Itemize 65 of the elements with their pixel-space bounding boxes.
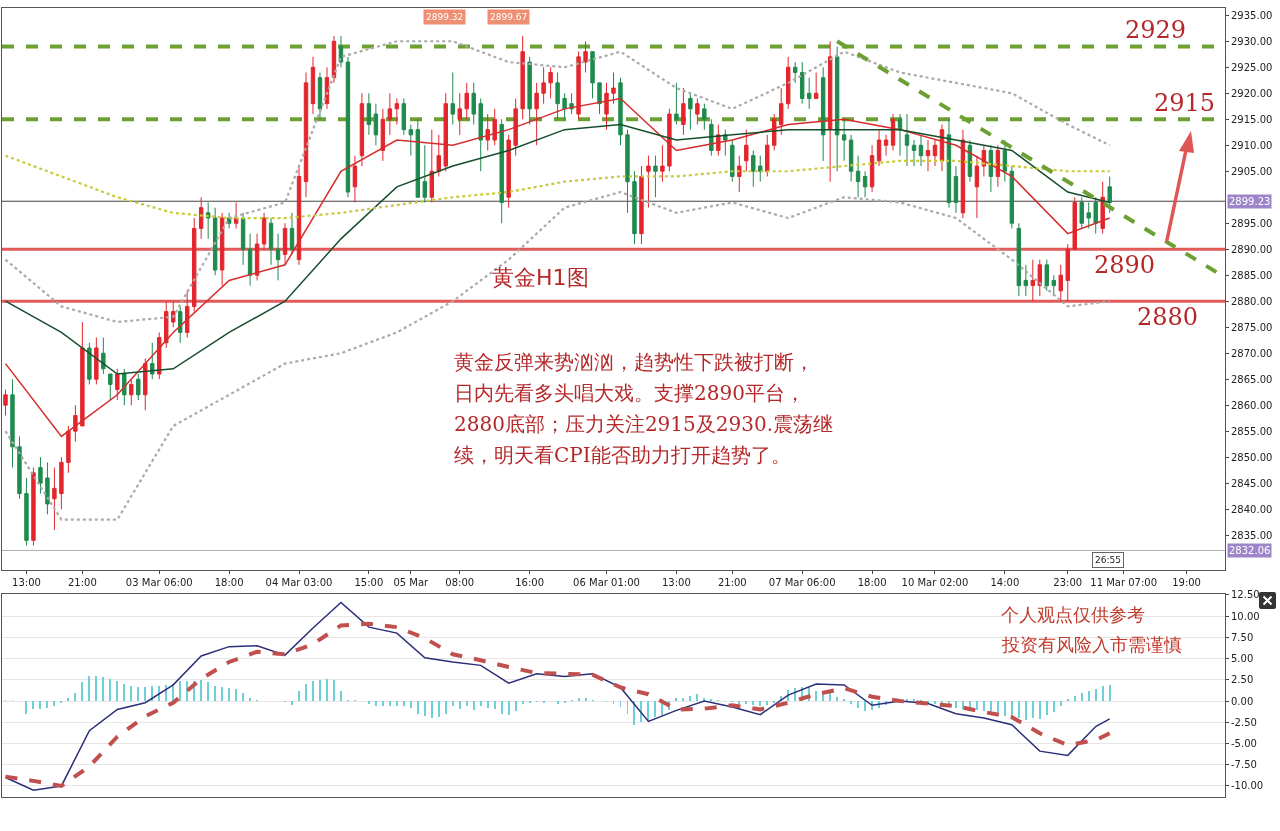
y-tick-label: 2885.00 <box>1231 269 1273 281</box>
y-tick-label: 2915.00 <box>1231 113 1273 125</box>
ref-line-label: 2832.06 <box>1229 545 1271 556</box>
y-tick-label: 0.00 <box>1231 695 1254 707</box>
y-tick-label: 2910.00 <box>1231 139 1273 151</box>
annotation: 2880底部；压力关注2915及2930.震荡继 <box>454 412 834 436</box>
y-tick-label: 2935.00 <box>1231 9 1273 21</box>
y-tick-label: 2930.00 <box>1231 35 1273 47</box>
ref-line-label: 2899.23 <box>1229 196 1271 207</box>
x-tick-label: 13:00 <box>12 577 41 588</box>
y-tick-label: -5.00 <box>1231 737 1257 749</box>
y-tick-label: 2865.00 <box>1231 373 1273 385</box>
y-tick-label: -2.50 <box>1231 716 1257 728</box>
y-tick-label: 2905.00 <box>1231 165 1273 177</box>
y-tick-label: 2890.00 <box>1231 243 1273 255</box>
y-tick-label: 2925.00 <box>1231 61 1273 73</box>
annotation: 2915 <box>1154 89 1216 117</box>
x-tick-label: 18:00 <box>857 577 887 588</box>
annotation: 26:55 <box>1095 555 1121 565</box>
y-tick-label: 2840.00 <box>1231 503 1273 515</box>
x-tick-label: 21:00 <box>717 577 747 588</box>
annotation: 个人观点仅供参考 <box>1001 604 1145 625</box>
y-tick-label: -10.00 <box>1231 780 1264 792</box>
x-tick-label: 04 Mar 03:00 <box>265 577 333 588</box>
x-tick-label: 06 Mar 01:00 <box>573 577 640 588</box>
y-tick-label: 2860.00 <box>1231 399 1273 411</box>
x-tick-label: 05 Mar <box>393 577 430 588</box>
annotation: 投资有风险入市需谨慎 <box>1001 634 1182 655</box>
annotation: 2899.32 <box>426 12 464 22</box>
annotation: 日内先看多头唱大戏。支撑2890平台， <box>454 381 805 405</box>
y-tick-label: 2875.00 <box>1231 321 1273 333</box>
x-tick-label: 03 Mar 06:00 <box>125 577 193 588</box>
y-tick-label: 10.00 <box>1231 610 1260 622</box>
y-tick-label: 2920.00 <box>1231 87 1273 99</box>
x-tick-label: 14:00 <box>990 577 1020 588</box>
y-tick-label: 2835.00 <box>1231 529 1273 541</box>
y-tick-label: 2855.00 <box>1231 425 1273 437</box>
y-tick-label: -7.50 <box>1231 759 1257 771</box>
annotation: 2899.67 <box>490 12 528 22</box>
annotation: 2929 <box>1125 16 1187 44</box>
x-tick-label: 19:00 <box>1172 577 1201 588</box>
x-tick-label: 11 Mar 07:00 <box>1090 577 1158 588</box>
y-tick-label: 5.00 <box>1231 653 1254 665</box>
y-tick-label: 12.50 <box>1231 589 1260 601</box>
annotation: 2880 <box>1137 303 1199 331</box>
y-tick-label: 2880.00 <box>1231 295 1273 307</box>
x-tick-label: 15:00 <box>354 577 384 588</box>
x-tick-label: 07 Mar 06:00 <box>768 577 836 588</box>
x-tick-label: 08:00 <box>445 577 475 588</box>
y-tick-label: 2870.00 <box>1231 347 1273 359</box>
x-tick-label: 23:00 <box>1053 577 1083 588</box>
y-tick-label: 2845.00 <box>1231 477 1273 489</box>
x-tick-label: 16:00 <box>515 577 545 588</box>
x-tick-label: 13:00 <box>661 577 691 588</box>
annotation: 黄金H1图 <box>492 265 589 290</box>
annotation: 2890 <box>1094 251 1156 279</box>
y-tick-label: 2850.00 <box>1231 451 1273 463</box>
y-tick-label: 2895.00 <box>1231 217 1273 229</box>
annotation: 续，明天看CPI能否助力打开趋势了。 <box>454 443 791 467</box>
annotation: 黄金反弹来势汹汹，趋势性下跌被打断， <box>454 350 814 374</box>
y-tick-label: 2.50 <box>1231 674 1254 686</box>
y-tick-label: 7.50 <box>1231 631 1254 643</box>
x-tick-label: 18:00 <box>214 577 244 588</box>
x-tick-label: 10 Mar 02:00 <box>901 577 969 588</box>
x-tick-label: 21:00 <box>67 577 97 588</box>
